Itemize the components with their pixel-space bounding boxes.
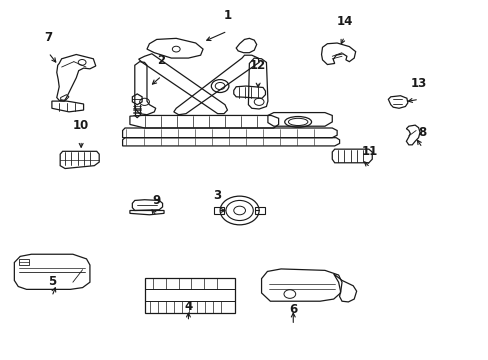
Text: 12: 12	[249, 59, 266, 72]
Text: 7: 7	[44, 31, 52, 44]
Text: 6: 6	[288, 303, 297, 316]
Text: 2: 2	[157, 54, 165, 67]
Bar	[255, 207, 264, 214]
Text: 14: 14	[336, 15, 352, 28]
Text: 5: 5	[48, 275, 56, 288]
Text: 8: 8	[418, 126, 426, 139]
Text: 1: 1	[223, 9, 231, 22]
Bar	[19, 258, 29, 265]
Text: 4: 4	[184, 300, 192, 313]
Bar	[144, 278, 234, 313]
Text: 10: 10	[73, 118, 89, 132]
Text: 11: 11	[362, 145, 378, 158]
Text: 3: 3	[213, 189, 221, 202]
Text: 9: 9	[152, 194, 161, 207]
Bar	[214, 207, 224, 214]
Text: 13: 13	[410, 77, 427, 90]
